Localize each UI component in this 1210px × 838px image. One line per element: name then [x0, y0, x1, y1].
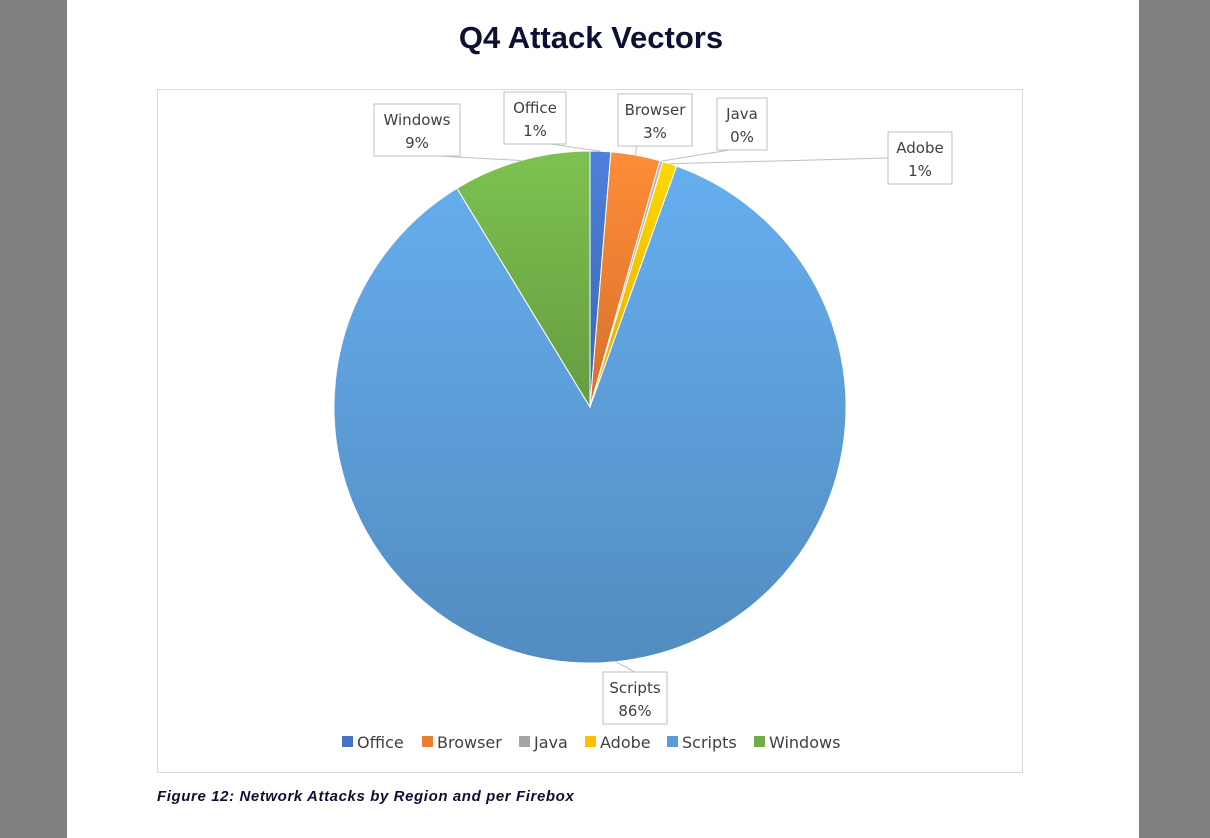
pie-chart: Office 1% Browser 3% Java 0% Adobe 1% Scripts 86%…: [333, 91, 953, 752]
label-box-java: [716, 97, 768, 151]
legend-item-windows: Windows: [754, 733, 840, 752]
leader-line-office: [550, 143, 601, 152]
data-label-browser: Browser 3%: [617, 93, 693, 156]
legend-swatch-adobe: [585, 736, 596, 747]
leader-line-java: [661, 149, 730, 162]
data-label-windows: Windows 9%: [373, 103, 521, 162]
data-label-scripts: Scripts 86%: [602, 661, 668, 725]
label-percent-scripts: 86%: [618, 702, 651, 720]
label-box-office: [503, 91, 567, 145]
pie-slice-windows: [456, 150, 591, 409]
legend-item-scripts: Scripts: [667, 733, 737, 752]
chart-title: Q4 Attack Vectors: [458, 20, 724, 55]
legend-label-browser: Browser: [437, 733, 502, 752]
data-label-java: Java 0%: [661, 97, 768, 162]
label-name-windows: Windows: [384, 111, 451, 129]
label-percent-browser: 3%: [643, 124, 667, 142]
legend-swatch-java: [519, 736, 530, 747]
legend-swatch-office: [342, 736, 353, 747]
label-percent-office: 1%: [523, 122, 547, 140]
label-percent-java: 0%: [730, 128, 754, 146]
label-box-adobe: [887, 131, 953, 185]
data-label-office: Office 1%: [503, 91, 601, 152]
leader-line-scripts: [615, 661, 636, 673]
legend-item-office: Office: [342, 733, 404, 752]
label-name-browser: Browser: [625, 101, 687, 119]
legend-label-windows: Windows: [769, 733, 840, 752]
leader-line-browser: [635, 145, 637, 156]
label-percent-adobe: 1%: [908, 162, 932, 180]
legend-item-adobe: Adobe: [585, 733, 651, 752]
leader-line-windows: [438, 155, 521, 162]
legend-swatch-windows: [754, 736, 765, 747]
leader-line-adobe: [669, 157, 889, 165]
label-box-scripts: [602, 671, 668, 725]
legend-swatch-scripts: [667, 736, 678, 747]
label-name-office: Office: [513, 99, 557, 117]
figure-caption: Figure 12: Network Attacks by Region and…: [157, 788, 575, 805]
label-percent-windows: 9%: [405, 134, 429, 152]
pie-slice-scripts: [333, 165, 847, 664]
chart-area: [157, 89, 1023, 773]
legend-label-java: Java: [533, 733, 568, 752]
label-name-java: Java: [725, 105, 758, 123]
legend-label-office: Office: [357, 733, 404, 752]
document-page: Q4 Attack Vectors Office 1% Browser 3% Java 0…: [67, 0, 1139, 838]
legend-label-scripts: Scripts: [682, 733, 737, 752]
label-box-browser: [617, 93, 693, 147]
legend-swatch-browser: [422, 736, 433, 747]
data-label-adobe: Adobe 1%: [669, 131, 953, 185]
legend-item-java: Java: [519, 733, 568, 752]
label-name-scripts: Scripts: [609, 679, 661, 697]
label-name-adobe: Adobe: [896, 139, 943, 157]
legend-item-browser: Browser: [422, 733, 502, 752]
label-box-windows: [373, 103, 461, 157]
legend-label-adobe: Adobe: [600, 733, 651, 752]
